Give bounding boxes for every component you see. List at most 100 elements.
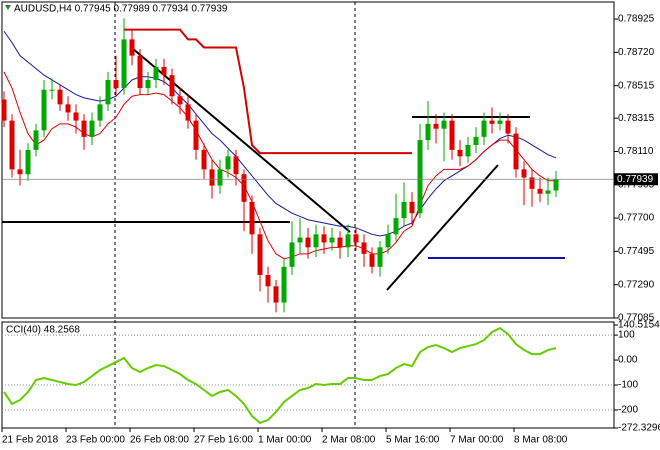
candle-body [49,89,55,91]
x-tick-label: 21 Feb 2018 [2,435,59,446]
candle-body [225,156,231,170]
chart-title: AUDUSD,H4 0.77945 0.77989 0.77934 0.7793… [14,4,228,15]
candle-body [121,39,127,89]
candle-body [241,174,247,202]
indicator-line [3,30,557,237]
candle-body [481,120,487,137]
candle-body [169,75,175,97]
candle-body [513,133,519,170]
candle-body [177,96,183,105]
candle-body [465,144,471,157]
candle-body [473,136,479,145]
candle-body [385,234,391,248]
candle-body [321,234,327,243]
x-tick-label: 5 Mar 16:00 [386,435,440,446]
chart-icon [5,5,11,10]
x-tick-label: 26 Feb 08:00 [130,435,189,446]
candle-body [257,234,263,275]
y-tick-label: 0.78315 [618,113,655,124]
candle-body [305,237,311,248]
candle-body [57,89,63,105]
candle-body [289,242,295,267]
y-tick-label: 0.77290 [618,279,655,290]
candle-body [505,120,511,134]
trendline [386,164,499,291]
candle-body [345,234,351,248]
candle-body [185,104,191,121]
candle-body [337,237,343,248]
candle-body [81,120,87,137]
candle-body [265,274,271,287]
x-tick-label: 23 Feb 00:00 [66,435,125,446]
x-tick-label: 2 Mar 08:00 [322,435,376,446]
candle-body [217,169,223,186]
candle-body [353,234,359,243]
candle-body [209,169,215,186]
y-tick-label: 0.77495 [618,246,655,257]
x-tick-label: 7 Mar 00:00 [450,435,504,446]
candle-body [113,79,119,89]
candle-body [313,234,319,248]
candle-body [433,123,439,129]
candle-body [201,149,207,170]
candle-body [73,112,79,121]
candle-body [233,156,239,175]
indicator-line [3,71,556,260]
trendlines [2,47,565,291]
candle-body [377,247,383,267]
y-tick-label: -200 [618,405,638,416]
candle-body [489,120,495,124]
y-tick-label: 0.78925 [618,14,655,25]
last-price-box [614,173,658,186]
y-tick-label: 100 [618,330,635,341]
candle-body [497,120,503,124]
x-tick-label: 1 Mar 00:00 [258,435,312,446]
x-tick-label: 8 Mar 08:00 [514,435,568,446]
y-tick-label: 0.78720 [618,47,655,58]
candle-body [409,201,415,214]
y-tick-label: 0.00 [618,355,638,366]
candle-body [329,237,335,243]
candle-body [33,130,39,150]
candle-body [41,89,47,131]
indicator-title: CCI(40) 48.2568 [6,325,80,336]
candle-body [137,55,143,89]
price-panel [1,1,615,319]
x-tick-label: 27 Feb 16:00 [194,435,253,446]
candle-body [545,190,551,194]
y-tick-label: 0.77085 [618,313,655,324]
y-tick-label: 0.77700 [618,213,655,224]
candle-body [129,39,135,56]
y-tick-label: 0.78110 [618,146,654,157]
candle-body [17,169,23,175]
y-tick-label: -272.3296 [618,423,660,434]
candle-body [273,286,279,303]
candle-body [521,169,527,178]
indicator-line [3,326,557,425]
candle-body [65,104,71,113]
cci-panel [1,321,615,429]
candle-body [553,179,559,191]
indicator-line [124,28,412,155]
candle-body [89,120,95,137]
candle-body [417,140,423,214]
candle-body [249,201,255,235]
candle-body [105,79,111,105]
candle-body [281,266,287,303]
candle-body [153,66,159,80]
candle-body [369,253,375,267]
candle-body [361,242,367,254]
candle-body [529,177,535,189]
candle-body [441,120,447,129]
candle-body [145,79,151,89]
y-tick-label: -100 [618,380,638,391]
candle-body [25,149,31,175]
candle-body [193,120,199,150]
last-price-label: 0.77939 [617,174,654,185]
candle-body [401,201,407,219]
candle-body [393,218,399,235]
candle-body [297,237,303,243]
y-tick-label: 140.5154 [618,320,660,331]
